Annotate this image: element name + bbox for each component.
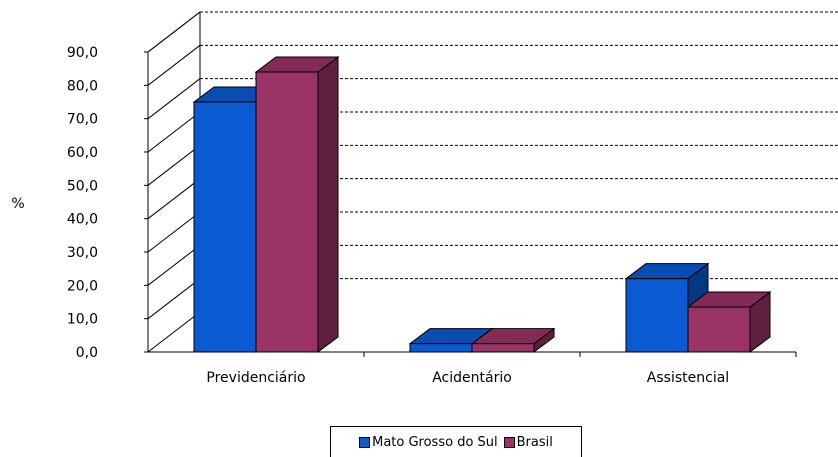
- side-wall-line: [147, 278, 201, 320]
- legend-swatch-brasil: [503, 436, 515, 448]
- bar-mato-grosso-do-sul: [409, 343, 473, 353]
- y-tick-label: 0,0: [76, 345, 98, 361]
- y-tick-label: 10,0: [67, 312, 98, 328]
- side-wall-line: [147, 211, 201, 253]
- legend-label-brasil: Brasil: [516, 434, 553, 450]
- side-wall-line: [147, 111, 201, 153]
- y-tick-label: 70,0: [67, 112, 98, 128]
- x-tick-label: Previdenciário: [206, 370, 305, 386]
- legend-label-mato-grosso-do-sul: Mato Grosso do Sul: [372, 434, 498, 450]
- bar-brasil: [471, 343, 535, 353]
- side-wall-line: [147, 144, 201, 186]
- y-tick-label: 60,0: [67, 145, 98, 161]
- y-tick-label: 30,0: [67, 245, 98, 261]
- y-axis-label: %: [11, 196, 24, 212]
- legend-item-mato-grosso-do-sul: Mato Grosso do Sul: [359, 435, 498, 450]
- y-tick-label: 50,0: [67, 178, 98, 194]
- bar-brasil: [687, 306, 751, 353]
- x-tick-label: Assistencial: [647, 370, 729, 386]
- side-wall-line: [147, 311, 201, 353]
- legend: Mato Grosso do Sul Brasil: [330, 426, 582, 457]
- bar-side-brasil: [317, 56, 339, 353]
- bar-mato-grosso-do-sul: [193, 101, 257, 353]
- side-wall-line: [147, 244, 201, 286]
- bar-mato-grosso-do-sul: [625, 278, 689, 353]
- bars: [192, 56, 772, 353]
- y-tick-label: 40,0: [67, 212, 98, 228]
- y-tick-label: 80,0: [67, 78, 98, 94]
- y-tick-labels: 0,0 10,0 20,0 30,0 40,0 50,0 60,0 70,0 80,0 90,0: [67, 45, 98, 361]
- category-labels: Previdenciário Acidentário Assistencial: [206, 370, 729, 386]
- side-wall-line: [147, 178, 201, 220]
- side-wall-top: [147, 11, 201, 53]
- legend-item-brasil: Brasil: [503, 434, 553, 450]
- side-wall-line: [147, 78, 201, 120]
- x-tick-label: Acidentário: [432, 370, 512, 386]
- legend-swatch-mato-grosso-do-sul: [359, 436, 371, 448]
- y-tick-label: 20,0: [67, 278, 98, 294]
- y-tick-label: 90,0: [67, 45, 98, 61]
- side-wall-line: [147, 44, 201, 86]
- bar-brasil: [255, 71, 319, 353]
